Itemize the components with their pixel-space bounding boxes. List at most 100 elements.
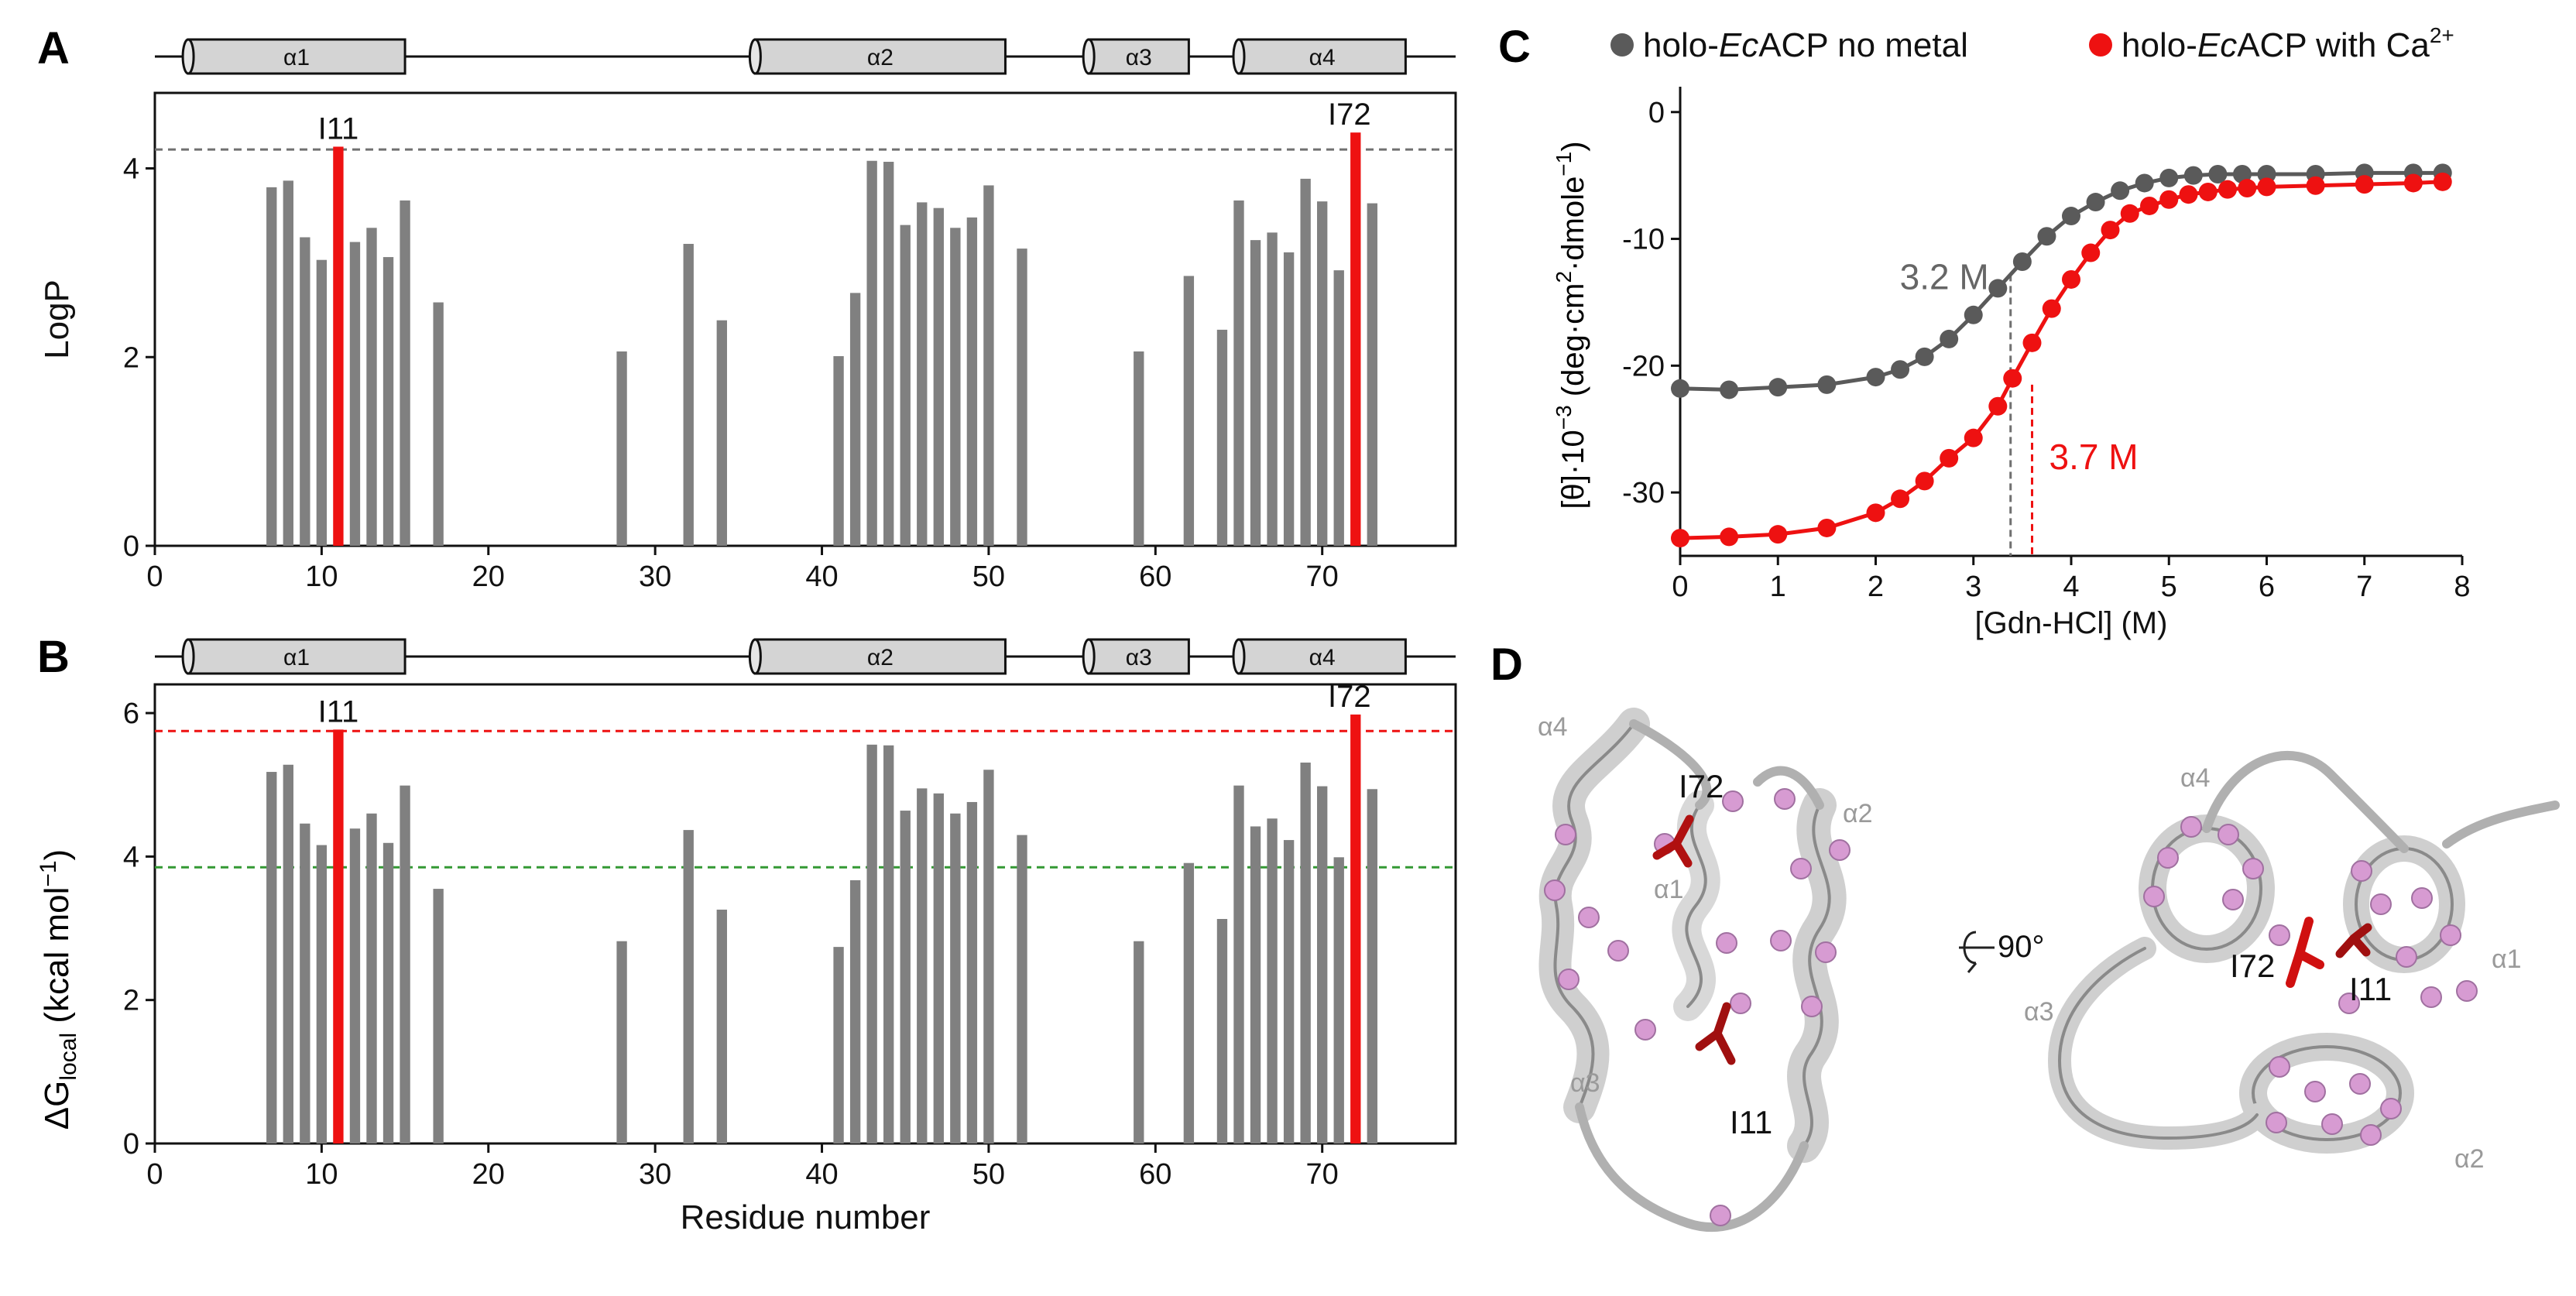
sphere (1544, 879, 1566, 901)
legend-marker-no-metal (1610, 33, 1634, 57)
helix-label: α2 (867, 45, 894, 70)
data-point-with-ca (1988, 396, 2008, 416)
bar (1134, 351, 1144, 546)
panel-c-legend: holo-EcACP no metal holo-EcACP with Ca2+ (1610, 23, 2454, 64)
data-point-with-ca (2042, 299, 2061, 318)
y-tick-label: 2 (123, 341, 139, 374)
data-point-with-ca (2355, 175, 2374, 194)
bar (1283, 252, 1295, 546)
panel-b-ylabel: ΔGlocal (kcal mol−1) (36, 849, 81, 1130)
data-point-with-ca (2218, 180, 2237, 199)
bar (900, 811, 911, 1143)
helix-label: α1 (283, 645, 310, 670)
y-tick-label: 2 (123, 985, 139, 1017)
bar (1233, 200, 1244, 546)
bar (1267, 232, 1278, 546)
bar (349, 242, 361, 546)
sphere (1578, 907, 1600, 928)
bar (1283, 840, 1295, 1143)
sphere (2420, 986, 2442, 1008)
highlight-label: I72 (1328, 680, 1371, 714)
structure-left-label-a4: α4 (1538, 712, 1568, 742)
sphere (1801, 996, 1823, 1017)
x-tick-label: 70 (1306, 561, 1339, 593)
helix-cap (748, 638, 762, 675)
data-point-with-ca (2403, 173, 2423, 193)
data-point-no-metal (2111, 181, 2130, 201)
x-tick-label: 60 (1139, 561, 1171, 593)
midpoint-label-red: 3.7 M (2049, 437, 2139, 477)
x-tick-label: 20 (472, 1158, 505, 1191)
ribbon-left-helix-a4-edge (1553, 722, 1635, 1109)
bar (616, 941, 627, 1143)
series-line-no-metal (1679, 170, 2443, 392)
bar (1134, 941, 1144, 1143)
highlight-label: I72 (1328, 98, 1371, 132)
x-tick-label: 50 (972, 561, 1005, 593)
x-tick-label: 0 (1672, 571, 1688, 603)
data-point-no-metal (1940, 329, 1959, 348)
sphere (1710, 1205, 1731, 1226)
helix-cylinder (187, 38, 406, 75)
data-point-with-ca (2179, 185, 2198, 204)
bar (1300, 178, 1311, 546)
data-point-no-metal (2062, 207, 2080, 226)
bar (283, 180, 293, 546)
structure-left-label-a2: α2 (1843, 799, 1873, 828)
bar (1250, 240, 1261, 546)
sphere (2360, 1124, 2382, 1146)
x-tick-label: 50 (972, 1158, 1005, 1191)
sphere (2321, 1113, 2343, 1135)
y-tick-label: 0 (1648, 97, 1665, 129)
structure-right-label-i11: I11 (2349, 971, 2392, 1007)
highlight-bar (1350, 132, 1361, 546)
bar (1367, 203, 1377, 546)
highlight-label: I11 (318, 111, 359, 146)
structure-right-label-a2: α2 (2454, 1144, 2485, 1174)
panel-b-chart: α1 α2 α3 α4 I11 I72 0 10 20 30 40 50 60 70 0 2 4 6 Residue… (123, 638, 1457, 1236)
data-point-with-ca (1940, 448, 1959, 468)
highlight-bar (333, 729, 344, 1143)
panel-label-c: C (1498, 22, 1531, 72)
highlight-label: I11 (318, 694, 359, 729)
bar (1233, 785, 1244, 1143)
y-tick-label: -30 (1622, 477, 1665, 509)
sphere (2269, 1056, 2290, 1078)
sphere (2440, 924, 2461, 946)
sphere (1607, 940, 1629, 962)
data-point-with-ca (2257, 177, 2276, 197)
bar (1317, 786, 1328, 1143)
bar (1267, 818, 1278, 1143)
ribbon-right-helix-a3 (2047, 937, 2269, 1150)
y-tick-label: 0 (123, 1128, 139, 1161)
data-point-with-ca (2003, 369, 2022, 388)
helix-cylinder (1237, 638, 1407, 675)
bar (866, 744, 877, 1143)
sphere (2411, 887, 2433, 909)
helix-cylinder (1237, 38, 1407, 75)
x-tick-label: 0 (146, 1158, 163, 1191)
x-tick-label: 7 (2356, 571, 2372, 603)
data-point-with-ca (1720, 527, 1739, 547)
sphere (2222, 889, 2244, 910)
sphere (1774, 788, 1796, 810)
sphere (2242, 858, 2264, 879)
ribbon-left-helix-a1-edge (1685, 804, 1707, 1008)
panel-c-chart: 0 1 2 3 4 5 6 7 8 0 -10 -20 -30 [Gdn-HCl] (M) 3.2 M 3.7… (1622, 87, 2471, 640)
structure-right-label-a4: α4 (2180, 763, 2211, 793)
bar (1216, 918, 1228, 1143)
bar (716, 320, 727, 546)
sphere (2304, 1081, 2326, 1102)
bar (716, 909, 727, 1143)
helix-cap (748, 38, 762, 75)
y-tick-label: 4 (123, 841, 139, 873)
x-axis-label: [Gdn-HCl] (M) (1975, 606, 2168, 640)
structure-left-label-a3: α3 (1570, 1068, 1600, 1098)
bar (1250, 826, 1261, 1143)
sphere (2266, 1112, 2287, 1133)
bar (266, 772, 277, 1143)
ribbon-right-loops (2202, 750, 2560, 853)
data-point-no-metal (1988, 279, 2008, 298)
ribbon-right-helix-a4-edge (2151, 827, 2262, 951)
bar (849, 879, 861, 1143)
